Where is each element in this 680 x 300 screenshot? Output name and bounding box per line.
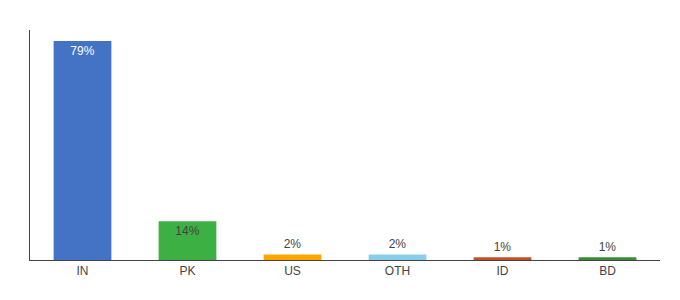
svg-text:BD: BD	[599, 264, 616, 278]
svg-text:PK: PK	[179, 264, 195, 278]
svg-text:2%: 2%	[284, 237, 302, 251]
svg-text:14%: 14%	[175, 224, 199, 238]
svg-text:ID: ID	[497, 264, 509, 278]
svg-text:1%: 1%	[599, 240, 617, 254]
svg-text:2%: 2%	[389, 237, 407, 251]
svg-text:79%: 79%	[70, 44, 94, 58]
svg-text:OTH: OTH	[385, 264, 410, 278]
svg-text:IN: IN	[77, 264, 89, 278]
svg-text:US: US	[284, 264, 301, 278]
svg-text:1%: 1%	[494, 240, 512, 254]
